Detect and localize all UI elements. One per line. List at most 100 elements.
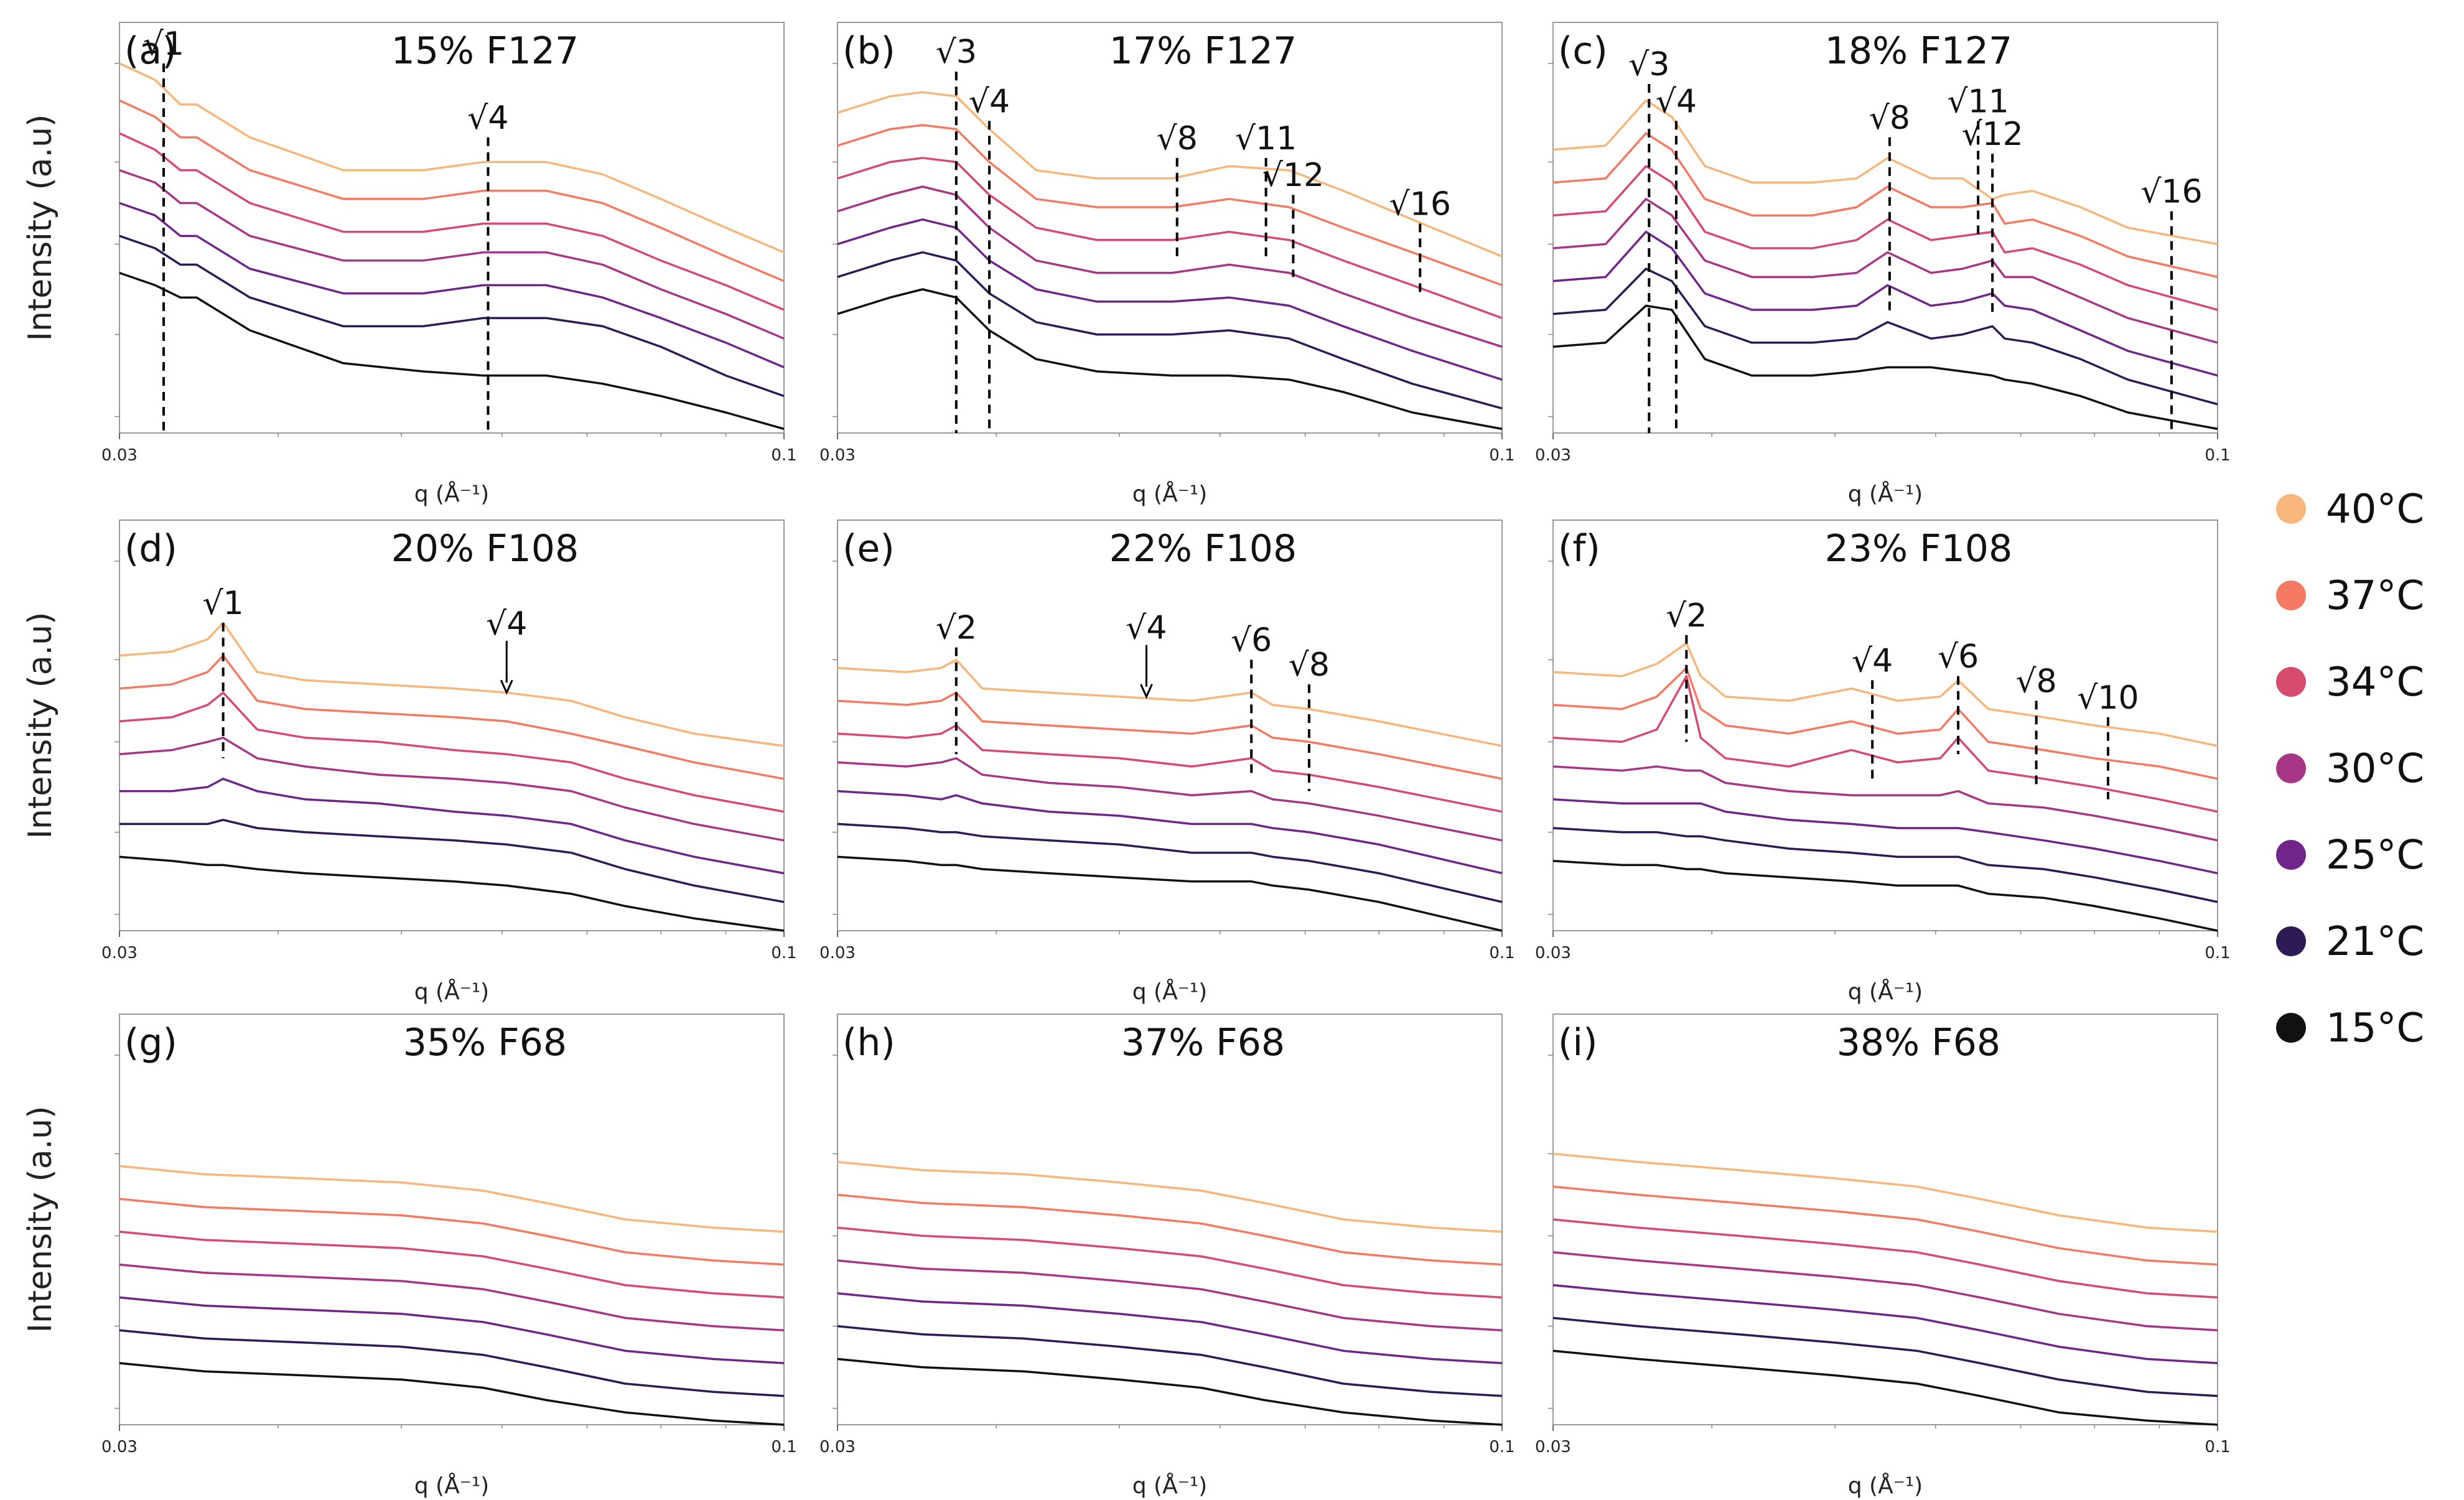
x-tick-label: 0.1 bbox=[2205, 944, 2230, 962]
series-line-37C bbox=[119, 1198, 785, 1266]
peak-label: √16 bbox=[1389, 185, 1451, 223]
y-axis-label: Intensity (a.u) bbox=[22, 1106, 59, 1333]
peak-label: √6 bbox=[1231, 622, 1272, 659]
series-line-15C bbox=[837, 1358, 1503, 1426]
series-line-40C bbox=[1552, 642, 2218, 747]
panel-letter: (h) bbox=[842, 1021, 895, 1064]
series-line-30C bbox=[837, 1259, 1503, 1331]
panel-title: 23% F108 bbox=[1825, 527, 2012, 571]
panel-f: 0.03 0.1 q (Å⁻¹) √2 √4 √6 √8 √10 (f) 23% F108 bbox=[1535, 519, 2231, 1005]
series-line-25C bbox=[837, 218, 1503, 381]
series-line-25C bbox=[837, 790, 1503, 875]
x-tick-label: 0.03 bbox=[1535, 446, 1571, 465]
x-tick-label: 0.03 bbox=[819, 944, 856, 962]
x-tick-label: 0.1 bbox=[2205, 446, 2230, 465]
panel-g: 0.03 0.1 q (Å⁻¹) Intensity (a.u) (g) 35% F68 bbox=[22, 1013, 797, 1499]
panel-d: 0.03 0.1 q (Å⁻¹) Intensity (a.u) √1 √4 (d) 20% … bbox=[22, 519, 797, 1005]
series-line-21C bbox=[837, 251, 1503, 410]
series-line-15C bbox=[119, 271, 785, 431]
panel-i: 0.03 0.1 q (Å⁻¹) (i) 38% F68 bbox=[1535, 1013, 2231, 1499]
panel-letter: (f) bbox=[1558, 527, 1600, 571]
x-axis-label: q (Å⁻¹) bbox=[1848, 1472, 1923, 1499]
series-line-37C bbox=[119, 99, 785, 282]
panel-title: 15% F127 bbox=[391, 29, 579, 73]
series-line-37C bbox=[837, 124, 1503, 287]
legend-label: 40°C bbox=[2326, 487, 2424, 533]
x-tick-label: 0.1 bbox=[1489, 944, 1514, 962]
peak-label: √8 bbox=[2015, 663, 2056, 700]
peak-label: √4 bbox=[1126, 610, 1167, 647]
peak-label: √16 bbox=[2140, 174, 2202, 211]
axes-frame bbox=[119, 519, 785, 931]
x-tick-label: 0.1 bbox=[1489, 446, 1514, 465]
legend-label: 30°C bbox=[2326, 746, 2424, 792]
x-tick-label: 0.03 bbox=[1535, 1438, 1571, 1456]
x-axis-label: q (Å⁻¹) bbox=[414, 978, 489, 1005]
peak-label: √4 bbox=[1656, 83, 1697, 120]
series-line-25C bbox=[1552, 798, 2218, 875]
x-tick-label: 0.03 bbox=[101, 446, 138, 465]
series-line-30C bbox=[1552, 198, 2218, 344]
series-line-30C bbox=[119, 169, 785, 340]
panel-letter: (c) bbox=[1558, 29, 1608, 73]
axes-frame bbox=[837, 519, 1503, 931]
series-line-37C bbox=[1552, 666, 2218, 780]
series-line-34C bbox=[837, 157, 1503, 319]
series-line-30C bbox=[1552, 1251, 2218, 1331]
series-line-37C bbox=[837, 691, 1503, 780]
panel-title: 22% F108 bbox=[1109, 527, 1297, 571]
series-line-21C bbox=[119, 819, 785, 903]
series-line-40C bbox=[837, 91, 1503, 258]
panel-letter: (a) bbox=[124, 29, 177, 73]
legend-marker bbox=[2276, 1013, 2306, 1043]
panel-a: 0.03 0.1 q (Å⁻¹) Intensity (a.u) √1 √4 (a) 15% … bbox=[22, 22, 797, 507]
series-line-30C bbox=[119, 1263, 785, 1331]
series-line-25C bbox=[119, 202, 785, 369]
panel-e: 0.03 0.1 q (Å⁻¹) √2 √4 √6 √8 (e) 22% F108 bbox=[819, 519, 1515, 1005]
series-line-15C bbox=[119, 855, 785, 932]
legend-label: 37°C bbox=[2326, 573, 2424, 619]
axes-frame bbox=[1552, 1013, 2218, 1425]
peak-label: √8 bbox=[1157, 120, 1198, 157]
series-line-40C bbox=[1552, 99, 2218, 246]
series-line-15C bbox=[837, 288, 1503, 431]
series-line-34C bbox=[119, 132, 785, 311]
y-axis-label: Intensity (a.u) bbox=[22, 612, 59, 839]
x-axis-label: q (Å⁻¹) bbox=[414, 480, 489, 507]
series-line-25C bbox=[119, 1296, 785, 1364]
series-line-15C bbox=[119, 1362, 785, 1426]
panel-b: 0.03 0.1 q (Å⁻¹) √3 √4 √8 √11√12 √16 (b) 17% F127 bbox=[819, 22, 1515, 507]
peak-label: √1 bbox=[203, 585, 244, 622]
series-line-15C bbox=[1552, 304, 2218, 431]
x-tick-label: 0.03 bbox=[1535, 944, 1571, 962]
x-tick-label: 0.03 bbox=[101, 1438, 138, 1456]
legend-label: 34°C bbox=[2326, 659, 2424, 706]
peak-label: √8 bbox=[1289, 646, 1330, 684]
peak-label: √12 bbox=[1961, 116, 2023, 153]
series-line-21C bbox=[119, 235, 785, 398]
panel-title: 35% F68 bbox=[403, 1021, 567, 1064]
series-line-34C bbox=[1552, 675, 2218, 813]
x-tick-label: 0.03 bbox=[101, 944, 138, 962]
legend-marker bbox=[2276, 840, 2306, 870]
x-axis-label: q (Å⁻¹) bbox=[414, 1472, 489, 1499]
series-line-34C bbox=[119, 1231, 785, 1299]
peak-label: √2 bbox=[1666, 597, 1707, 635]
axes-frame bbox=[1552, 519, 2218, 931]
series-line-40C bbox=[119, 622, 785, 747]
series-line-15C bbox=[1552, 860, 2218, 932]
series-line-37C bbox=[1552, 1185, 2218, 1266]
panel-title: 37% F68 bbox=[1121, 1021, 1285, 1064]
x-tick-label: 0.1 bbox=[771, 944, 796, 962]
legend: 40°C 37°C 34°C 30°C 25°C 21°C 15°C bbox=[2276, 487, 2424, 1051]
series-line-25C bbox=[1552, 1283, 2218, 1364]
series-line-37C bbox=[1552, 132, 2218, 278]
legend-marker bbox=[2276, 494, 2306, 524]
peak-label: √11 bbox=[1235, 120, 1297, 157]
series-line-40C bbox=[1552, 1152, 2218, 1233]
peak-label: √4 bbox=[1852, 642, 1893, 679]
series-line-30C bbox=[837, 185, 1503, 348]
x-axis-label: q (Å⁻¹) bbox=[1132, 978, 1207, 1005]
series-line-21C bbox=[1552, 1316, 2218, 1397]
